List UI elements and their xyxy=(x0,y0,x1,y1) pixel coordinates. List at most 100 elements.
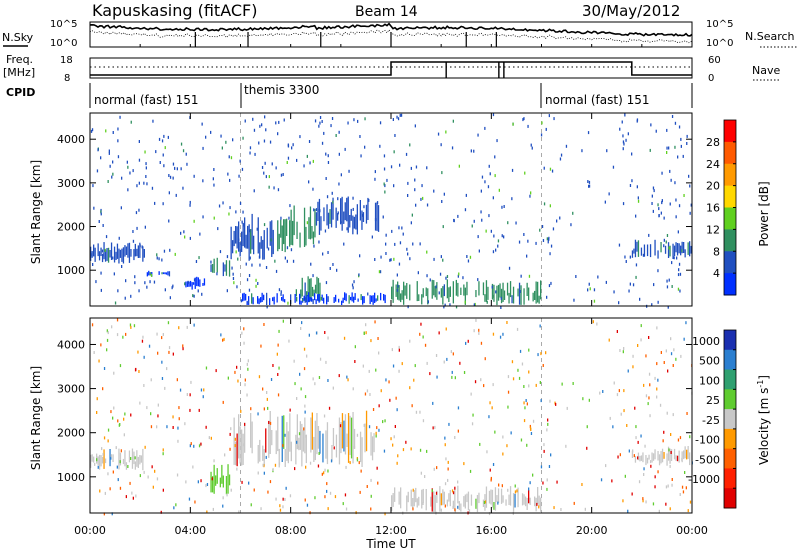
scatter-region xyxy=(210,257,231,277)
colorbar-swatch xyxy=(724,409,736,430)
cpid-segment-3: normal (fast) 151 xyxy=(545,93,649,107)
noise-left-tick-top: 10^5 xyxy=(50,19,77,30)
colorbar-swatch xyxy=(724,349,736,371)
colorbar-tick-label: 12 xyxy=(706,223,720,236)
colorbar-tick-label: 20 xyxy=(706,180,720,193)
noise-panel: N.Sky 10^5 10^0 10^5 10^0 N.Search xyxy=(2,19,797,49)
freq-label-line1: Freq. xyxy=(6,53,33,66)
colorbar-tick-label: -100 xyxy=(695,434,720,447)
scatter-region xyxy=(90,448,144,471)
colorbar-tick-label: 24 xyxy=(706,158,720,171)
y-tick-label: 2000 xyxy=(57,427,85,440)
nave-label: Nave xyxy=(752,64,780,77)
velocity-ylabel: Slant Range [km] xyxy=(29,366,43,470)
colorbar-tick-label: -1000 xyxy=(688,473,720,486)
power-y-ticks: 1000 2000 3000 4000 xyxy=(57,133,692,277)
sparse-points xyxy=(90,113,692,309)
x-tick-label: 08:00 xyxy=(275,524,307,537)
noise-right-tick-top: 10^5 xyxy=(706,19,733,30)
scatter-region xyxy=(631,239,692,259)
velocity-colorbar-label: Velocity [m s-1] xyxy=(756,375,771,465)
y-tick-label: 1000 xyxy=(57,264,85,277)
colorbar-tick-label: 1000 xyxy=(692,335,720,348)
colorbar-swatch xyxy=(724,330,736,351)
x-axis: 00:00 04:00 08:00 12:00 16:00 20:00 00:00 xyxy=(74,44,708,537)
noise-sky-line xyxy=(89,22,693,37)
x-tick-label: 16:00 xyxy=(475,524,507,537)
colorbar-swatch xyxy=(724,207,736,230)
colorbar-swatch xyxy=(724,389,736,410)
beam-title: Beam 14 xyxy=(355,4,418,20)
y-tick-label: 1000 xyxy=(57,471,85,484)
y-tick-label: 4000 xyxy=(57,338,85,351)
scatter-region xyxy=(185,276,206,290)
sparse-points xyxy=(91,318,693,516)
colorbar-swatch xyxy=(724,273,736,296)
cpid-segment-2: themis 3300 xyxy=(244,83,319,97)
x-tick-label: 00:00 xyxy=(74,524,106,537)
cpid-segment-1: normal (fast) 151 xyxy=(94,93,198,107)
freq-line xyxy=(90,61,692,76)
colorbar-tick-label: 100 xyxy=(699,374,720,387)
colorbar-swatch xyxy=(724,488,736,509)
colorbar-tick-label: 500 xyxy=(699,355,720,368)
x-tick-label: 12:00 xyxy=(375,524,407,537)
colorbar-swatch xyxy=(724,448,736,469)
y-tick-label: 3000 xyxy=(57,177,85,190)
y-tick-label: 2000 xyxy=(57,221,85,234)
scatter-region xyxy=(146,270,171,277)
colorbar-swatch xyxy=(724,428,736,450)
colorbar-swatch xyxy=(724,141,736,165)
colorbar-tick-label: 28 xyxy=(706,136,720,149)
x-tick-label: 00:00 xyxy=(676,524,708,537)
scatter-region xyxy=(391,279,542,306)
scatter-region xyxy=(90,242,145,264)
scatter-region xyxy=(242,292,386,305)
colorbar-tick-label: 25 xyxy=(706,394,720,407)
scatter-region xyxy=(631,446,691,466)
scatter-region xyxy=(277,205,316,253)
power-panel: 1000 2000 3000 4000 Slant Range [km] xyxy=(29,112,693,309)
colorbar-swatch xyxy=(724,468,736,489)
velocity-panel: 1000 2000 3000 4000 Slant Range [km] xyxy=(29,317,693,516)
x-axis-label: Time UT xyxy=(365,537,416,551)
cpid-panel: CPID normal (fast) 151 themis 3300 norma… xyxy=(6,83,693,108)
station-title: Kapuskasing (fitACF) xyxy=(92,1,257,20)
freq-left-tick-bottom: 8 xyxy=(64,73,70,84)
noise-right-tick-bottom: 10^0 xyxy=(706,38,733,49)
colorbar-swatch xyxy=(724,120,736,143)
colorbar-swatch xyxy=(724,229,736,252)
freq-panel: Freq. [MHz] 18 8 60 0 Nave xyxy=(3,53,780,84)
freq-trace xyxy=(90,61,692,78)
scatter-region xyxy=(391,485,542,513)
colorbar-tick-label: 16 xyxy=(706,202,720,215)
freq-right-tick-bottom: 0 xyxy=(708,73,714,84)
scatter-region xyxy=(210,464,231,495)
power-ylabel: Slant Range [km] xyxy=(29,160,43,264)
freq-left-tick-top: 18 xyxy=(60,55,73,66)
noise-trace xyxy=(89,22,693,47)
scatter-region xyxy=(315,196,380,235)
date-title: 30/May/2012 xyxy=(582,2,680,20)
colorbar-swatch xyxy=(724,185,736,208)
colorbar-tick-label: 8 xyxy=(713,245,720,258)
velocity-y-ticks: 1000 2000 3000 4000 xyxy=(57,338,692,484)
colorbar-swatch xyxy=(724,163,736,187)
power-scatter xyxy=(90,113,692,309)
colorbar-tick-label: -500 xyxy=(695,453,720,466)
velocity-colorbar: 1000 500 100 25 -25 -100 -500 -1000 xyxy=(688,329,737,509)
y-tick-label: 4000 xyxy=(57,133,85,146)
power-colorbar: 28 24 20 16 12 8 4 xyxy=(706,119,737,296)
freq-label-line2: [MHz] xyxy=(3,66,35,79)
velocity-scatter xyxy=(90,318,693,516)
power-colorbar-label: Power [dB] xyxy=(757,181,771,246)
colorbar-tick-label: 4 xyxy=(713,267,720,280)
y-tick-label: 3000 xyxy=(57,383,85,396)
colorbar-swatch xyxy=(724,369,736,390)
noise-left-label: N.Sky xyxy=(2,31,34,44)
x-tick-label: 20:00 xyxy=(576,524,608,537)
freq-right-tick-top: 60 xyxy=(708,55,721,66)
cpid-label: CPID xyxy=(6,86,35,99)
colorbar-tick-label: -25 xyxy=(702,414,720,427)
